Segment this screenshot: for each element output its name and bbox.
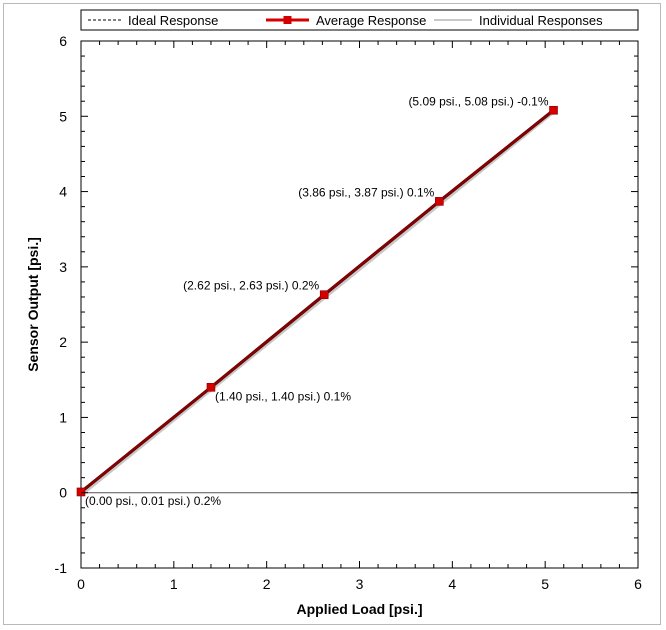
x-axis: 0 1 2 3 4 5 6 — [77, 41, 642, 592]
legend: Ideal Response Average Response Individual… — [80, 9, 639, 31]
y-tick-label: 4 — [59, 184, 67, 200]
legend-average-marker — [283, 16, 292, 24]
y-tick-label: 0 — [59, 485, 67, 501]
legend-box — [80, 9, 639, 31]
individual-responses-line — [79, 109, 555, 497]
y-tick-label: 1 — [59, 409, 67, 425]
x-axis-title: Applied Load [psi.] — [297, 601, 423, 617]
legend-label: Ideal Response — [128, 13, 218, 28]
average-response-marker — [319, 290, 329, 300]
average-response-marker — [206, 383, 216, 392]
average-response-marker — [435, 197, 444, 206]
data-point-annotation: (3.86 psi., 3.87 psi.) 0.1% — [298, 185, 434, 199]
line-chart: Ideal Response Average Response Individual… — [25, 9, 642, 617]
y-tick-label: 2 — [59, 334, 67, 350]
y-tick-label: -1 — [55, 560, 68, 576]
average-response-line — [80, 109, 555, 493]
average-response-marker — [76, 487, 86, 497]
plot-border — [80, 40, 639, 569]
x-tick-label: 0 — [77, 576, 85, 592]
data-point-annotation: (5.09 psi., 5.08 psi.) -0.1% — [408, 94, 548, 108]
legend-label: Average Response — [316, 13, 426, 28]
x-tick-label: 1 — [170, 576, 178, 592]
data-point-annotation: (1.40 psi., 1.40 psi.) 0.1% — [215, 389, 351, 403]
y-axis-title: Sensor Output [psi.] — [25, 237, 41, 372]
y-tick-label: 5 — [59, 108, 67, 124]
y-tick-label: 3 — [59, 259, 67, 275]
legend-label: Individual Responses — [479, 13, 603, 28]
average-response-marker — [549, 105, 558, 115]
x-tick-label: 6 — [634, 576, 642, 592]
data-point-annotation: (2.62 psi., 2.63 psi.) 0.2% — [183, 279, 319, 293]
x-tick-label: 2 — [263, 576, 271, 592]
data-point-annotation: (0.00 psi., 0.01 psi.) 0.2% — [85, 494, 221, 508]
y-axis: -1 0 1 2 3 4 5 6 — [55, 33, 638, 576]
y-tick-label: 6 — [59, 33, 67, 49]
x-tick-label: 5 — [541, 576, 549, 592]
x-tick-label: 3 — [356, 576, 364, 592]
x-tick-label: 4 — [448, 576, 456, 592]
plot-area: (0.00 psi., 0.01 psi.) 0.2% (1.40 psi., 1… — [76, 40, 639, 569]
chart-frame: Ideal Response Average Response Individual… — [3, 3, 661, 625]
